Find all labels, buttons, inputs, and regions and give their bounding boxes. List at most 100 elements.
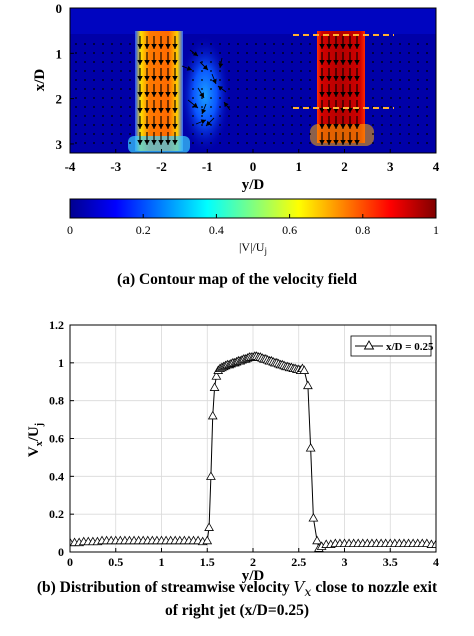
vector-dot (300, 142, 302, 144)
wake-vector-head (218, 63, 224, 68)
vector-dot (120, 88, 122, 90)
vector-dot (291, 106, 293, 108)
vector-dot (237, 115, 239, 117)
vector-dot (408, 43, 410, 45)
vector-dot (192, 142, 194, 144)
vector-dot (129, 88, 131, 90)
contour-x-tick-label: 4 (433, 159, 440, 174)
line-x-tick-label: 1.5 (200, 555, 215, 569)
vector-dot (381, 43, 383, 45)
vector-dot (210, 88, 212, 90)
vector-dot (75, 124, 77, 126)
colorbar-tick-label: 0.6 (282, 223, 297, 237)
colorbar-label-main: |V|/U (239, 240, 265, 254)
ylabel-sub-x: x (34, 441, 45, 446)
left-jet-vector-head (144, 124, 150, 129)
vector-dot (228, 79, 230, 81)
right-jet-vector-head (319, 60, 325, 65)
vector-dot (84, 70, 86, 72)
vector-dot (381, 106, 383, 108)
vector-dot (381, 142, 383, 144)
vector-dot (228, 142, 230, 144)
contour-axes: -4 -3 -2 -1 0 1 2 3 4 0 1 2 3 (56, 1, 440, 174)
vector-dot (426, 97, 428, 99)
vector-dot (111, 61, 113, 63)
vector-dot (84, 133, 86, 135)
right-jet-vector-head (354, 76, 360, 81)
vector-dot (102, 115, 104, 117)
right-jet-vector-head (333, 124, 339, 129)
vector-dot (111, 70, 113, 72)
vector-dot (282, 52, 284, 54)
data-point-marker (206, 471, 216, 480)
vector-dot (255, 106, 257, 108)
vector-dot (417, 61, 419, 63)
left-jet-vector-head (144, 44, 150, 49)
vector-dot (300, 52, 302, 54)
vector-dot (237, 61, 239, 63)
right-jet-vector-head (326, 140, 332, 145)
vector-dot (237, 43, 239, 45)
right-jet-vector-head (333, 76, 339, 81)
vector-dot (129, 142, 131, 144)
vector-dot (255, 97, 257, 99)
vector-dot (237, 52, 239, 54)
left-jet-vector-head (172, 92, 178, 97)
vector-dot (111, 88, 113, 90)
vector-dot (300, 61, 302, 63)
vector-dot (291, 79, 293, 81)
vector-dot (417, 43, 419, 45)
vector-dot (273, 133, 275, 135)
line-y-tick-label: 1 (58, 356, 64, 370)
vector-dot (111, 97, 113, 99)
data-point-marker (204, 522, 214, 531)
vector-dot (111, 52, 113, 54)
colorbar-tick-label: 0.4 (209, 223, 224, 237)
wake-vector-head (218, 86, 224, 91)
vector-dot (102, 61, 104, 63)
vector-dot (426, 106, 428, 108)
contour-nozzle-band (70, 8, 436, 34)
wake-vector-head (202, 64, 208, 70)
vector-dot (309, 43, 311, 45)
data-point-marker (209, 382, 220, 391)
vector-dot (291, 52, 293, 54)
vector-dot (399, 106, 401, 108)
vector-dot (201, 97, 203, 99)
vector-dot (264, 61, 266, 63)
left-jet-vector-head (137, 44, 143, 49)
right-jet-vector-head (333, 108, 339, 113)
vector-dot (246, 115, 248, 117)
left-jet-vector-head (144, 60, 150, 65)
vector-dot (120, 115, 122, 117)
vector-dot (210, 79, 212, 81)
vector-dot (390, 70, 392, 72)
left-jet-vector-head (165, 140, 171, 145)
vector-dot (282, 70, 284, 72)
vector-dot (219, 61, 221, 63)
vector-dot (309, 70, 311, 72)
vector-dot (417, 142, 419, 144)
vector-dot (426, 142, 428, 144)
vector-dot (399, 79, 401, 81)
vector-dot (408, 142, 410, 144)
right-jet-vector-head (319, 92, 325, 97)
vector-dot (390, 133, 392, 135)
vector-dot (75, 52, 77, 54)
contour-x-tick-label: -3 (110, 159, 121, 174)
vector-dot (390, 97, 392, 99)
contour-x-tick-label: 3 (387, 159, 394, 174)
vector-dot (102, 142, 104, 144)
vector-dot (210, 133, 212, 135)
vector-dot (237, 79, 239, 81)
vector-dot (192, 88, 194, 90)
vector-dot (75, 115, 77, 117)
vector-dot (93, 124, 95, 126)
vector-dot (84, 52, 86, 54)
vector-dot (192, 97, 194, 99)
vector-dot (282, 133, 284, 135)
line-x-tick-label: 2.5 (291, 555, 306, 569)
vector-dot (111, 115, 113, 117)
right-jet-vector-head (319, 108, 325, 113)
vector-dot (426, 70, 428, 72)
